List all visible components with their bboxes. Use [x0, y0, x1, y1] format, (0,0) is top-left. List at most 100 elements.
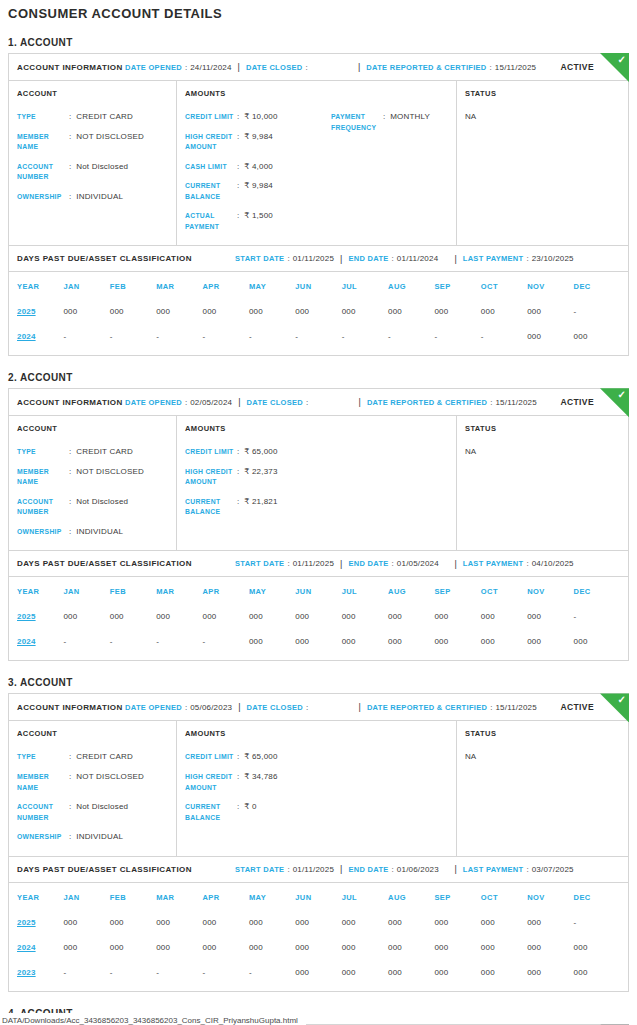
year-link[interactable]: 2024: [17, 943, 36, 952]
dpd-cell: 000: [527, 637, 573, 646]
dpd-cell: JUL: [342, 587, 388, 596]
end-date-label: END DATE: [348, 559, 388, 568]
ownership-field: OWNERSHIP:INDIVIDUAL: [17, 192, 168, 203]
check-icon: ✓: [618, 54, 626, 65]
cash-limit-label: CASH LIMIT: [185, 162, 235, 173]
year-link[interactable]: 2025: [17, 307, 36, 316]
year-link[interactable]: 2023: [17, 968, 36, 977]
amounts-column-title: AMOUNTS: [185, 729, 448, 738]
dpd-cell: 000: [527, 307, 573, 316]
year-cell: 2025: [17, 307, 63, 316]
separator: |: [340, 864, 342, 874]
dpd-cell: DEC: [574, 893, 620, 902]
current-balance-field: CURRENT BALANCE:₹ 21,821: [185, 497, 448, 518]
active-ribbon: ✓: [600, 693, 629, 722]
dpd-cell: DEC: [574, 282, 620, 291]
last-payment-label: LAST PAYMENT: [463, 559, 524, 568]
year-link[interactable]: 2024: [17, 332, 36, 341]
member-name-value: NOT DISCLOSED: [76, 132, 144, 142]
start-date-value: 01/11/2025: [293, 254, 334, 263]
dpd-cell: 000: [110, 918, 156, 927]
ownership-label: OWNERSHIP: [17, 832, 67, 843]
year-cell: 2023: [17, 968, 63, 977]
dpd-cell: 000: [342, 943, 388, 952]
dpd-cell: -: [110, 968, 156, 977]
colon: :: [69, 497, 71, 506]
ownership-label: OWNERSHIP: [17, 527, 67, 538]
dpd-cell: 000: [481, 918, 527, 927]
separator: |: [238, 62, 240, 72]
account-number-field: ACCOUNT NUMBER:Not Disclosed: [17, 802, 168, 823]
dpd-cell: -: [63, 637, 109, 646]
account-number-value: Not Disclosed: [76, 497, 128, 507]
dpd-cell: JUL: [342, 893, 388, 902]
dpd-cell: OCT: [481, 587, 527, 596]
dpd-year-row: 2024 00000000000000000000000000000000000…: [17, 935, 620, 960]
dpd-cell: 000: [388, 612, 434, 621]
type-value: CREDIT CARD: [76, 447, 133, 457]
dpd-cell: 000: [63, 943, 109, 952]
dpd-cell: 000: [63, 918, 109, 927]
end-date-label: END DATE: [348, 865, 388, 874]
dpd-cell: 000: [295, 307, 341, 316]
dpd-cell: -: [63, 332, 109, 341]
date-reported-group: DATE REPORTED & CERTIFIED:15/11/2025: [367, 398, 537, 407]
account-3-body: ACCOUNT TYPE:CREDIT CARD MEMBER NAME:NOT…: [9, 721, 628, 856]
date-opened-group: DATE OPENED:05/06/2023: [125, 703, 232, 712]
colon: :: [69, 112, 71, 121]
dpd-cell: 000: [295, 968, 341, 977]
dpd-cell: AUG: [388, 282, 434, 291]
last-payment-group: LAST PAYMENT:03/07/2025: [463, 865, 574, 874]
dpd-cell: 000: [156, 307, 202, 316]
payment-frequency-label: PAYMENT FREQUENCY: [331, 112, 381, 133]
credit-limit-field: CREDIT LIMIT:₹ 65,000: [185, 447, 448, 458]
dpd-cell: MAR: [156, 282, 202, 291]
account-3-header: ACCOUNT INFORMATION DATE OPENED:05/06/20…: [9, 694, 628, 721]
ownership-value: INDIVIDUAL: [76, 527, 123, 537]
type-label: TYPE: [17, 752, 67, 763]
dpd-cell: NOV: [527, 282, 573, 291]
current-balance-value: ₹ 21,821: [244, 497, 277, 507]
dpd-cell: 000: [574, 332, 620, 341]
credit-limit-label: CREDIT LIMIT: [185, 447, 235, 458]
colon: :: [237, 467, 239, 476]
active-ribbon: ✓: [600, 388, 629, 417]
dpd-cell: 000: [388, 307, 434, 316]
actual-payment-label: ACTUAL PAYMENT: [185, 211, 235, 232]
credit-limit-value: ₹ 65,000: [244, 447, 277, 457]
high-credit-label: HIGH CREDIT AMOUNT: [185, 467, 235, 488]
start-date-group: START DATE:01/11/2025: [235, 254, 334, 263]
colon: :: [383, 112, 385, 121]
dpd-cell: FEB: [110, 893, 156, 902]
dpd-cell: -: [156, 637, 202, 646]
active-ribbon: ✓: [600, 53, 629, 82]
dpd-cell: NOV: [527, 587, 573, 596]
year-cell: 2024: [17, 943, 63, 952]
last-payment-value: 23/10/2025: [532, 254, 574, 263]
dpd-cell: 000: [342, 307, 388, 316]
dpd-cell: -: [156, 332, 202, 341]
type-value: CREDIT CARD: [76, 112, 133, 122]
year-link[interactable]: 2025: [17, 918, 36, 927]
dpd-cell: -: [574, 307, 620, 316]
status-column-title: STATUS: [465, 729, 620, 738]
dpd-cell: 000: [342, 968, 388, 977]
dpd-cell: 000: [527, 612, 573, 621]
year-link[interactable]: 2025: [17, 612, 36, 621]
current-balance-label: CURRENT BALANCE: [185, 802, 235, 823]
dpd-title: DAYS PAST DUE/ASSET CLASSIFICATION: [17, 254, 235, 263]
account-information-label: ACCOUNT INFORMATION: [17, 63, 125, 72]
dpd-cell: 000: [156, 612, 202, 621]
separator: |: [454, 864, 456, 874]
start-date-label: START DATE: [235, 865, 284, 874]
amounts-column: AMOUNTS CREDIT LIMIT:₹ 65,000 HIGH CREDI…: [177, 416, 457, 550]
year-header: YEAR: [17, 282, 63, 291]
high-credit-label: HIGH CREDIT AMOUNT: [185, 132, 235, 153]
last-payment-group: LAST PAYMENT:04/10/2025: [463, 559, 574, 568]
last-payment-label: LAST PAYMENT: [463, 254, 524, 263]
colon: :: [237, 752, 239, 761]
account-column: ACCOUNT TYPE:CREDIT CARD MEMBER NAME:NOT…: [9, 416, 177, 550]
dpd-cell: MAY: [249, 282, 295, 291]
colon: :: [237, 112, 239, 121]
year-link[interactable]: 2024: [17, 637, 36, 646]
